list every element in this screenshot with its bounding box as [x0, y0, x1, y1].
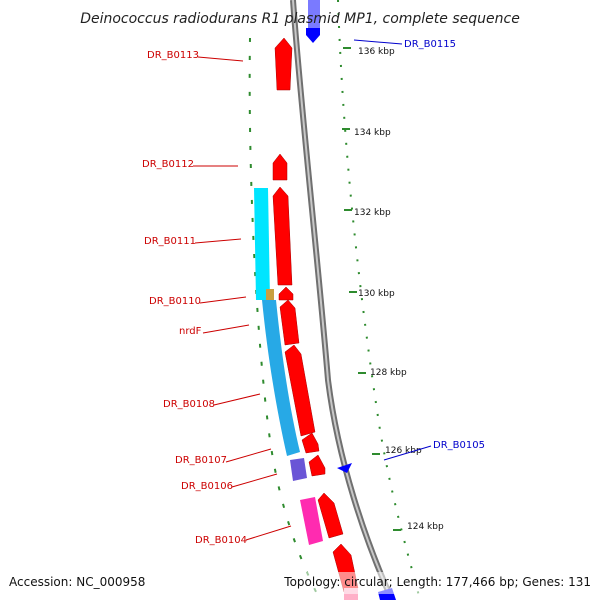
map-title: Deinococcus radiodurans R1 plasmid MP1, …	[80, 11, 520, 27]
ruler-label-128: 128 kbp	[370, 368, 407, 378]
gene-label-nrdf[interactable]: nrdF	[179, 326, 202, 337]
ruler-label-130: 130 kbp	[358, 289, 395, 299]
gene-label-dr-b0115[interactable]: DR_B0115	[404, 39, 456, 50]
gene-label-dr-b0104[interactable]: DR_B0104	[195, 535, 247, 546]
gene-arrow-dr-b0106[interactable]	[308, 454, 326, 477]
outer-dotted-track	[337, 0, 421, 600]
gene-arrow-dr-b0107[interactable]	[301, 432, 320, 454]
leader-lines	[193, 39, 432, 541]
summary-text: Topology: circular; Length: 177,466 bp; …	[283, 575, 591, 589]
gene-arrow-dr-b0105[interactable]	[337, 463, 352, 473]
cog-band-magenta	[300, 497, 323, 545]
ruler-label-132: 132 kbp	[354, 208, 391, 218]
gene-arrow-dr-b0104[interactable]	[317, 492, 344, 539]
gene-labels: DR_B0113 DR_B0112 DR_B0111 DR_B0110 nrdF…	[142, 39, 485, 546]
cog-band-purple	[290, 458, 307, 481]
cog-band-lightblue	[262, 300, 300, 456]
gene-label-dr-b0105[interactable]: DR_B0105	[433, 440, 485, 451]
ruler-tick-marks	[342, 47, 401, 531]
gene-arrow-dr-b0110[interactable]	[278, 286, 294, 301]
backbone-arc	[290, 0, 395, 600]
ruler-label-136: 136 kbp	[358, 47, 395, 57]
gene-label-dr-b0113[interactable]: DR_B0113	[147, 50, 199, 61]
cog-band-tan	[266, 289, 274, 300]
ruler-label-134: 134 kbp	[354, 128, 391, 138]
gene-label-dr-b0108[interactable]: DR_B0108	[163, 399, 215, 410]
gene-arrow-dr-b0108[interactable]	[284, 344, 316, 437]
gene-arrow-dr-b0111[interactable]	[272, 186, 293, 286]
cog-band-cyan	[254, 188, 270, 300]
gene-label-dr-b0112[interactable]: DR_B0112	[142, 159, 194, 170]
footer: Accession: NC_000958 Topology: circular;…	[0, 572, 600, 594]
gene-arrow-dr-b0113[interactable]	[274, 37, 293, 91]
gene-arrow-dr-b0115[interactable]	[306, 28, 320, 43]
ruler-labels: 136 kbp 134 kbp 132 kbp 130 kbp 128 kbp …	[354, 47, 444, 532]
inner-dotted-track	[248, 37, 321, 600]
accession-text: Accession: NC_000958	[9, 575, 145, 589]
gene-label-dr-b0110[interactable]: DR_B0110	[149, 296, 201, 307]
gene-label-dr-b0107[interactable]: DR_B0107	[175, 455, 227, 466]
gene-arrow-top-fragment	[308, 0, 320, 28]
ruler-label-124: 124 kbp	[407, 522, 444, 532]
footer-backdrop	[0, 572, 600, 594]
gene-arrow-dr-b0112[interactable]	[272, 153, 288, 181]
gene-label-dr-b0106[interactable]: DR_B0106	[181, 481, 233, 492]
ruler-label-126: 126 kbp	[385, 446, 422, 456]
cog-band	[254, 188, 323, 545]
gene-label-dr-b0111[interactable]: DR_B0111	[144, 236, 196, 247]
gene-arrow-nrdf[interactable]	[279, 299, 300, 346]
